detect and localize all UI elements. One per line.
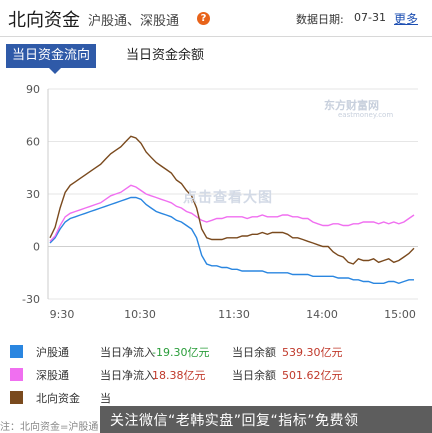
- panel-subtitle: 沪股通、深股通: [88, 14, 180, 29]
- x-tick-label: 15:00: [384, 308, 416, 321]
- legend-row-north: 北向资金 当: [0, 388, 432, 408]
- legend-swatch-sh: [10, 345, 23, 358]
- y-tick-label: 60: [26, 136, 40, 149]
- x-tick-label: 9:30: [50, 308, 75, 321]
- legend-name: 深股通: [36, 369, 69, 382]
- legend-row-sh: 沪股通 当日净流入 -19.30亿元 当日余额 539.30亿元: [0, 342, 432, 362]
- flow-chart: -30 0 30 60 90 9:30 10:30 11:30 14:00 15:00: [22, 83, 418, 321]
- legend-flow-label: 当: [100, 392, 111, 405]
- tab-daily-flow[interactable]: 当日资金流向: [6, 44, 97, 74]
- footer-note: 注：北向资金=沪股通: [0, 422, 99, 433]
- chart-grid: [47, 88, 418, 300]
- date-value: 07-31: [354, 11, 386, 24]
- tab-daily-balance[interactable]: 当日资金余额: [126, 48, 205, 63]
- legend-swatch-north: [10, 391, 23, 404]
- legend-balance-label: 当日余额: [232, 346, 276, 359]
- legend-flow-label: 当日净流入: [100, 369, 155, 382]
- legend-balance-value: 539.30亿元: [282, 346, 343, 359]
- y-tick-label: 0: [33, 241, 40, 254]
- view-large-link[interactable]: 点击查看大图: [183, 190, 273, 206]
- x-axis: 9:30 10:30 11:30 14:00 15:00: [50, 308, 416, 321]
- legend-flow-value: -19.30亿元: [152, 346, 210, 359]
- panel-title: 北向资金: [8, 10, 80, 31]
- watermark-logo: 东方财富网: [324, 99, 379, 112]
- x-tick-label: 10:30: [124, 308, 156, 321]
- x-tick-label: 14:00: [306, 308, 338, 321]
- chart-series: [49, 135, 415, 285]
- help-icon[interactable]: ?: [197, 12, 210, 25]
- y-tick-label: 30: [26, 188, 40, 201]
- series-line-北向资金: [49, 135, 415, 265]
- series-line-深股通: [49, 184, 415, 242]
- panel-header: 北向资金 沪股通、深股通 ? 数据日期: 07-31 更多: [0, 0, 432, 37]
- promo-banner[interactable]: 关注微信“老韩实盘”回复“指标”免费领: [100, 406, 432, 433]
- y-axis: -30 0 30 60 90: [22, 83, 40, 306]
- promo-banner-text: 关注微信“老韩实盘”回复“指标”免费领: [110, 413, 359, 429]
- legend-name: 北向资金: [36, 392, 80, 405]
- y-tick-label: 90: [26, 83, 40, 96]
- legend-row-sz: 深股通 当日净流入 18.38亿元 当日余额 501.62亿元: [0, 365, 432, 385]
- legend-name: 沪股通: [36, 346, 69, 359]
- more-link[interactable]: 更多: [394, 12, 419, 26]
- y-tick-label: -30: [22, 293, 40, 306]
- x-tick-label: 11:30: [218, 308, 250, 321]
- series-line-沪股通: [49, 196, 414, 285]
- legend-flow-value: 18.38亿元: [152, 369, 206, 382]
- legend-flow-label: 当日净流入: [100, 346, 155, 359]
- date-label: 数据日期:: [296, 13, 344, 26]
- legend-swatch-sz: [10, 368, 23, 381]
- watermark-url: eastmoney.com: [338, 111, 394, 119]
- legend-balance-value: 501.62亿元: [282, 369, 343, 382]
- legend-balance-label: 当日余额: [232, 369, 276, 382]
